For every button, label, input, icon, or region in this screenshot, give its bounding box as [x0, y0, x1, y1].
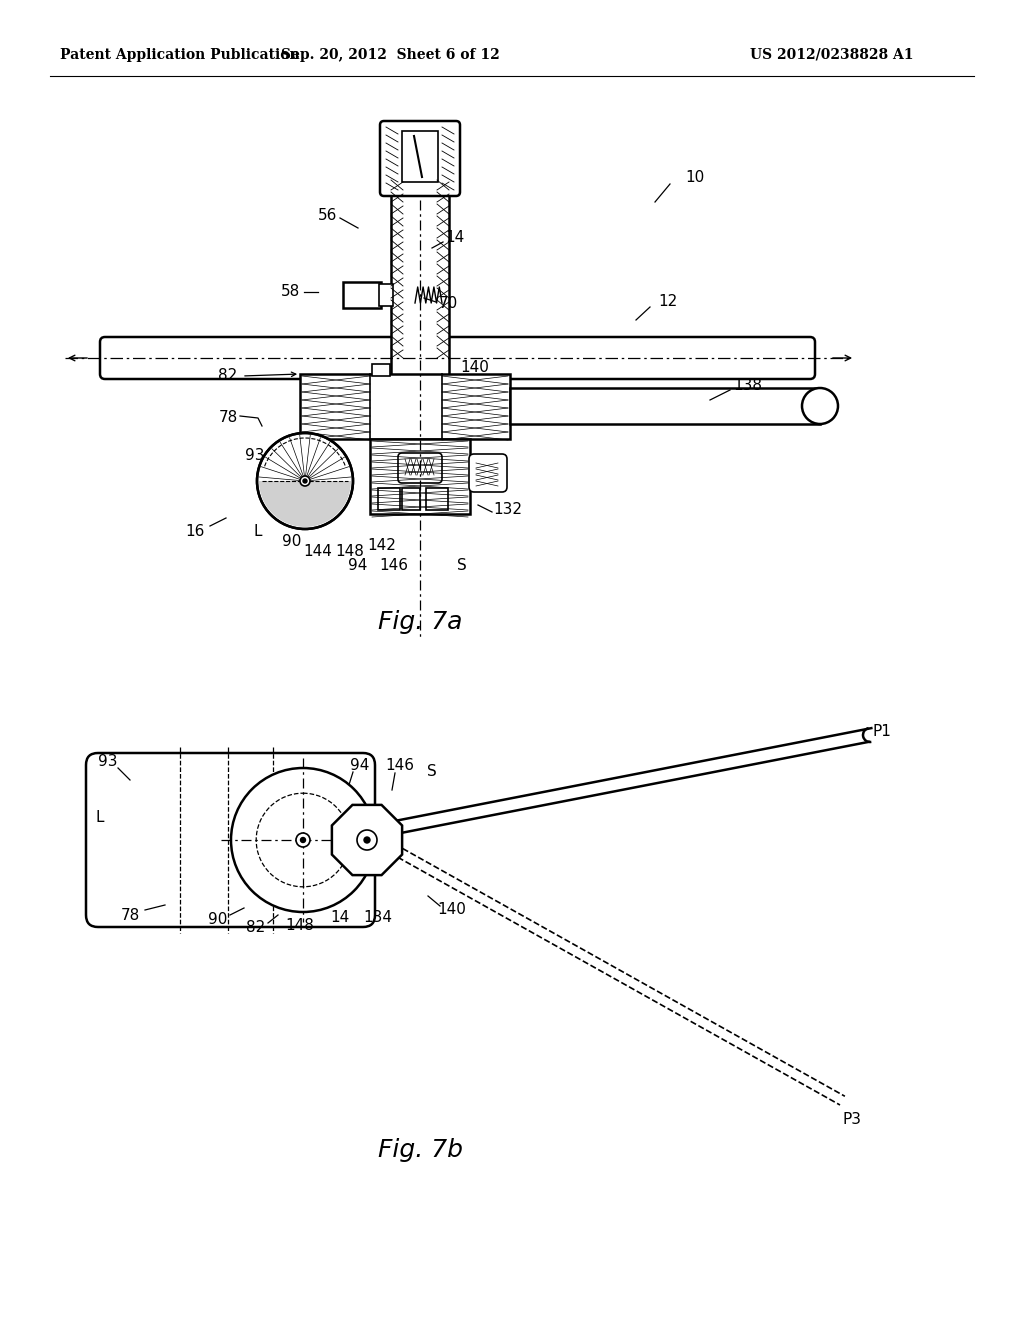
- Bar: [426, 488, 449, 510]
- Circle shape: [303, 479, 307, 483]
- Text: 16: 16: [185, 524, 205, 540]
- Bar: [510, 388, 820, 424]
- Text: 134: 134: [364, 911, 392, 925]
- Circle shape: [364, 837, 370, 843]
- FancyBboxPatch shape: [469, 454, 507, 492]
- Text: 56: 56: [318, 207, 338, 223]
- Bar: [343, 282, 381, 308]
- Text: P3: P3: [843, 1113, 861, 1127]
- Text: 142: 142: [368, 539, 396, 553]
- Bar: [378, 488, 400, 510]
- Text: 14: 14: [445, 231, 465, 246]
- Text: 12: 12: [658, 294, 678, 309]
- Text: Sep. 20, 2012  Sheet 6 of 12: Sep. 20, 2012 Sheet 6 of 12: [281, 48, 500, 62]
- Bar: [300, 374, 510, 440]
- Circle shape: [300, 477, 310, 486]
- Bar: [402, 488, 420, 510]
- Text: 140: 140: [461, 360, 489, 375]
- Text: 93: 93: [98, 755, 118, 770]
- Text: 146: 146: [385, 758, 415, 772]
- Text: 94: 94: [350, 758, 370, 772]
- Text: 90: 90: [283, 535, 302, 549]
- Text: L: L: [96, 810, 104, 825]
- Text: 148: 148: [336, 544, 365, 560]
- Text: 144: 144: [303, 544, 333, 560]
- Circle shape: [257, 433, 353, 529]
- Text: 78: 78: [218, 411, 238, 425]
- Bar: [391, 180, 449, 379]
- Text: Fig. 7b: Fig. 7b: [378, 1138, 463, 1162]
- Bar: [372, 364, 390, 376]
- Text: 70: 70: [438, 297, 458, 312]
- Text: 146: 146: [380, 558, 409, 573]
- Bar: [402, 131, 438, 182]
- Text: 94: 94: [348, 558, 368, 573]
- Bar: [370, 440, 470, 513]
- Text: 82: 82: [247, 920, 265, 936]
- Bar: [379, 284, 393, 306]
- Text: 132: 132: [494, 503, 522, 517]
- FancyBboxPatch shape: [398, 453, 442, 483]
- Text: 78: 78: [121, 908, 139, 923]
- Circle shape: [296, 833, 310, 847]
- Text: S: S: [457, 558, 467, 573]
- Text: 148: 148: [286, 917, 314, 932]
- Circle shape: [300, 837, 305, 842]
- Text: 138: 138: [733, 378, 763, 392]
- Circle shape: [357, 830, 377, 850]
- Wedge shape: [259, 480, 351, 527]
- Ellipse shape: [802, 388, 838, 424]
- Text: 58: 58: [281, 285, 300, 300]
- Text: P1: P1: [872, 725, 892, 739]
- Text: 90: 90: [208, 912, 227, 928]
- Text: US 2012/0238828 A1: US 2012/0238828 A1: [750, 48, 913, 62]
- Text: 14: 14: [331, 911, 349, 925]
- Text: Fig. 7a: Fig. 7a: [378, 610, 462, 634]
- FancyBboxPatch shape: [86, 752, 375, 927]
- FancyBboxPatch shape: [100, 337, 815, 379]
- Polygon shape: [332, 805, 402, 875]
- Text: Patent Application Publication: Patent Application Publication: [60, 48, 300, 62]
- FancyBboxPatch shape: [380, 121, 460, 195]
- Text: 93: 93: [246, 447, 265, 462]
- Text: 140: 140: [437, 903, 467, 917]
- Text: L: L: [254, 524, 262, 540]
- Text: S: S: [427, 764, 437, 780]
- Circle shape: [231, 768, 375, 912]
- Text: 10: 10: [685, 170, 705, 186]
- Text: 82: 82: [218, 368, 238, 384]
